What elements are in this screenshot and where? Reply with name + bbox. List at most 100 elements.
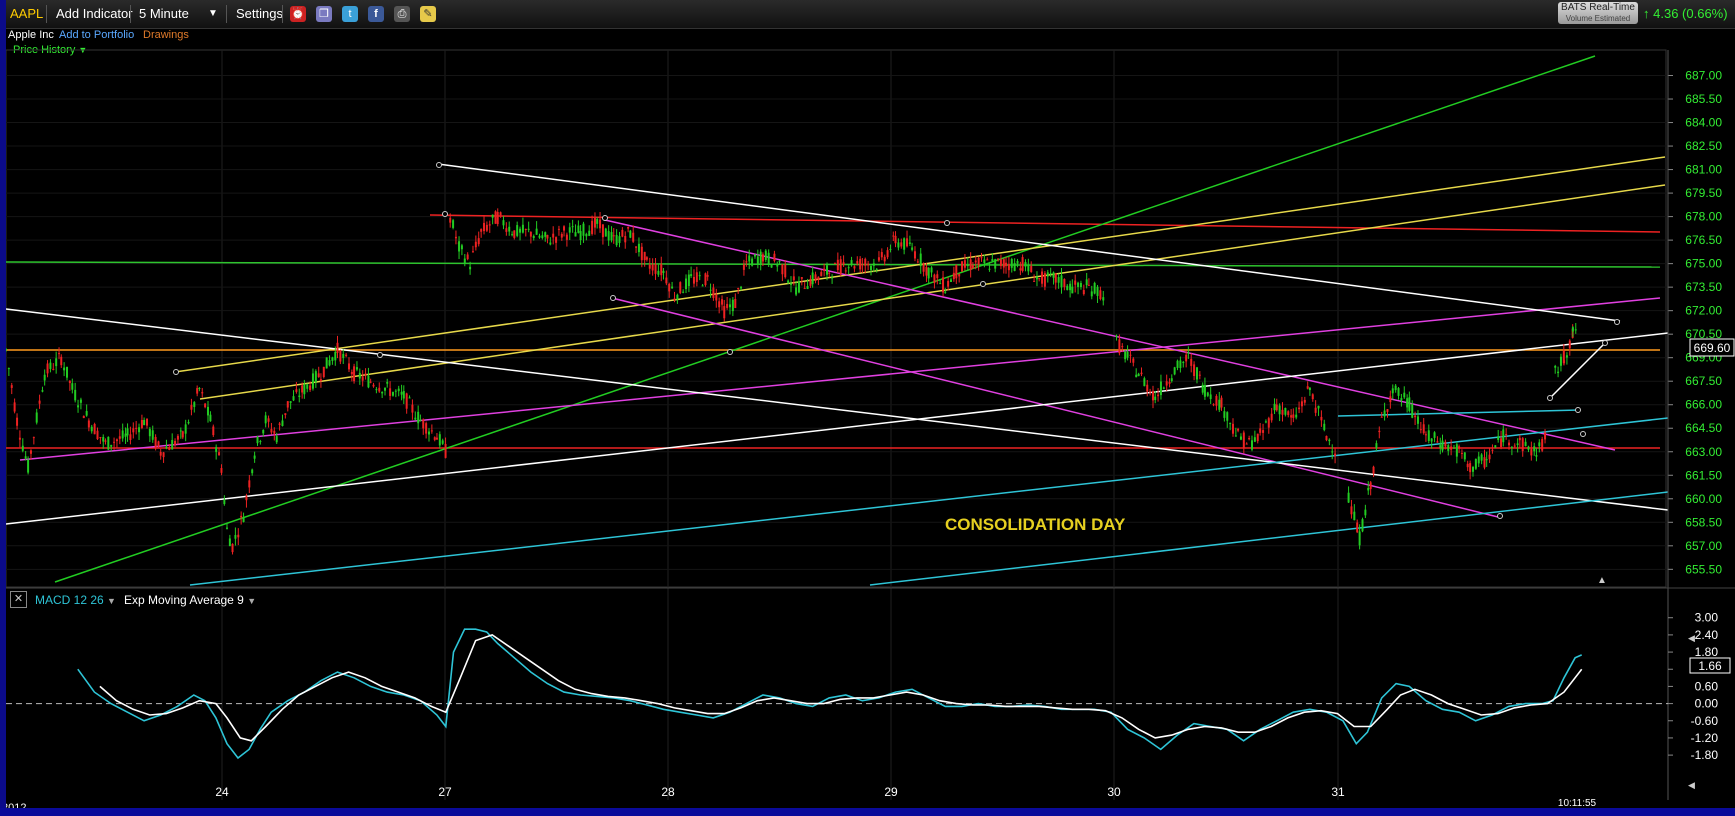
candle-body — [939, 283, 942, 285]
candle-body — [1356, 522, 1359, 533]
trendline[interactable] — [199, 184, 1666, 400]
candle-body — [560, 233, 563, 238]
drawings-link[interactable]: Drawings — [143, 29, 189, 41]
candle-body — [193, 402, 196, 407]
trendline[interactable] — [19, 297, 1661, 461]
candle-body — [997, 258, 1000, 260]
candle-body — [102, 437, 105, 442]
trendline[interactable] — [5, 261, 1661, 268]
candle-body — [1308, 387, 1311, 391]
candle-body — [452, 220, 455, 228]
candle-body — [761, 254, 764, 262]
candle-body — [1563, 360, 1566, 364]
candle-body — [988, 268, 991, 270]
candle-body — [74, 389, 77, 401]
candle-body — [709, 289, 712, 291]
macd-tick-label: 3.00 — [1695, 611, 1719, 625]
candle-body — [460, 245, 463, 250]
twitter-icon[interactable]: t — [342, 6, 358, 22]
trendline[interactable] — [869, 491, 1669, 586]
candle-body — [751, 258, 754, 266]
candle-body — [1386, 409, 1389, 412]
print-icon[interactable]: ⎙ — [394, 6, 410, 22]
candle-body — [402, 391, 405, 399]
candle-body — [1516, 443, 1519, 446]
candle-body — [568, 227, 571, 233]
candle-body — [1035, 276, 1038, 280]
trendline[interactable] — [604, 219, 1616, 451]
candle-body — [679, 282, 682, 293]
scroll-left-icon[interactable]: ◀ — [1688, 780, 1695, 790]
candle-body — [903, 238, 906, 250]
candle-body — [621, 229, 624, 237]
trendline[interactable] — [1549, 342, 1606, 399]
trendline[interactable] — [437, 163, 1621, 322]
candle-body — [474, 241, 477, 248]
candle-body — [171, 440, 174, 450]
candle-body — [715, 294, 718, 301]
trendline[interactable] — [54, 55, 1596, 583]
candle-body — [1391, 388, 1394, 394]
candle-body — [704, 273, 707, 286]
facebook-icon[interactable]: f — [368, 6, 384, 22]
candle-body — [1002, 259, 1005, 268]
add-portfolio-link[interactable]: Add to Portfolio — [59, 29, 135, 41]
trendline[interactable] — [5, 308, 1669, 511]
candle-body — [734, 298, 737, 308]
candle-body — [867, 263, 870, 266]
candle-body — [502, 220, 505, 226]
settings-button[interactable]: Settings — [236, 6, 283, 21]
candle-body — [1146, 384, 1149, 392]
candle-body — [24, 456, 27, 459]
candle-body — [963, 260, 966, 268]
scroll-up-icon[interactable]: ▲ — [1597, 575, 1607, 586]
symbol-input[interactable]: AAPL — [10, 6, 44, 21]
trendline[interactable] — [611, 297, 1499, 518]
note-icon[interactable]: ✎ — [420, 6, 436, 22]
candle-body — [444, 443, 447, 458]
candle-body — [781, 264, 784, 275]
copy-icon[interactable]: ❐ — [316, 6, 332, 22]
interval-select[interactable]: 5 Minute — [139, 6, 189, 21]
bottom-scrollbar[interactable] — [0, 808, 1735, 816]
candle-body — [1187, 352, 1190, 354]
candle-body — [389, 388, 392, 396]
candle-body — [1502, 429, 1505, 443]
candle-body — [859, 258, 862, 270]
trendline[interactable] — [5, 332, 1669, 525]
macd-select[interactable]: MACD 12 26 ▼ — [35, 593, 116, 607]
chevron-down-icon[interactable]: ▼ — [208, 8, 218, 19]
candle-body — [118, 436, 121, 439]
candle-body — [919, 253, 922, 267]
candle-body — [1154, 396, 1157, 400]
alarm-icon[interactable]: ⏰ — [290, 6, 306, 22]
trendline[interactable] — [189, 417, 1669, 586]
ema-select[interactable]: Exp Moving Average 9 ▼ — [124, 593, 256, 607]
add-indicator-button[interactable]: Add Indicator — [56, 6, 133, 21]
candle-body — [1524, 441, 1527, 446]
close-icon[interactable]: ✕ — [10, 591, 27, 608]
candle-body — [325, 357, 328, 369]
macd-tick-label: 1.80 — [1695, 645, 1719, 659]
candle-body — [60, 356, 63, 366]
candle-body — [519, 228, 522, 233]
candle-body — [1541, 439, 1544, 451]
candle-body — [1069, 283, 1072, 291]
candle-body — [1554, 365, 1557, 368]
candle-body — [87, 420, 90, 428]
candle-body — [1353, 511, 1356, 521]
candle-body — [588, 230, 591, 236]
candle-body — [110, 444, 113, 447]
macd-tick-label: 2.40 — [1695, 628, 1719, 642]
trendline[interactable] — [1337, 409, 1581, 417]
scroll-left-icon[interactable]: ◀ — [1688, 633, 1695, 643]
price-tick-label: 687.00 — [1685, 69, 1722, 83]
trendline[interactable] — [429, 214, 1661, 233]
candle-body — [159, 451, 162, 456]
candle-body — [1087, 284, 1090, 286]
candle-body — [604, 228, 607, 237]
candle-body — [839, 259, 842, 274]
candle-body — [184, 424, 187, 434]
candle-body — [698, 275, 701, 277]
